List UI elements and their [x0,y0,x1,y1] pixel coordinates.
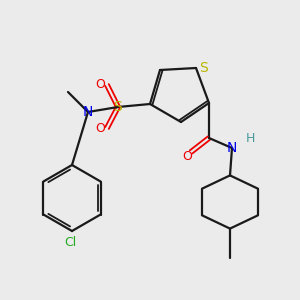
Text: S: S [114,100,122,114]
Text: N: N [227,141,237,155]
Text: Cl: Cl [64,236,76,248]
Text: H: H [245,131,255,145]
Text: N: N [83,105,93,119]
Text: O: O [182,151,192,164]
Text: S: S [199,61,207,75]
Text: O: O [95,122,105,136]
Text: O: O [95,79,105,92]
